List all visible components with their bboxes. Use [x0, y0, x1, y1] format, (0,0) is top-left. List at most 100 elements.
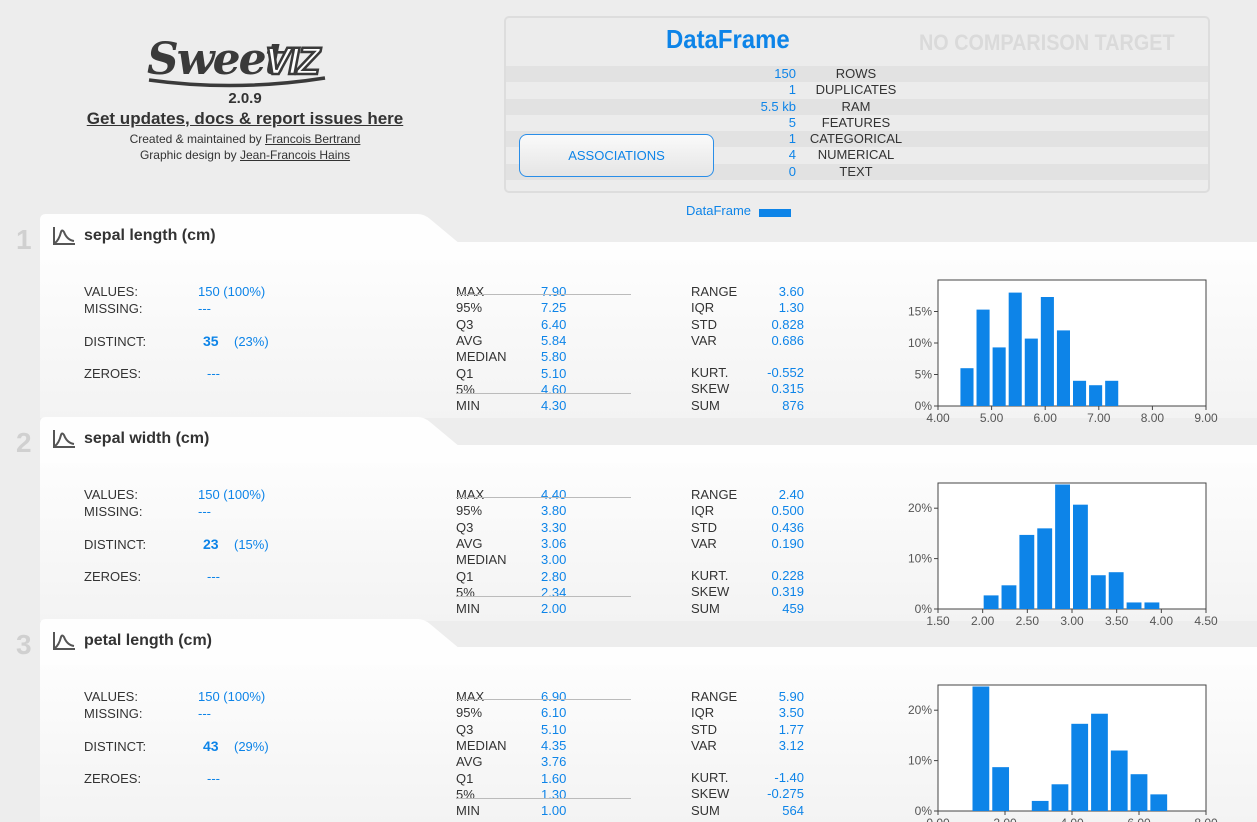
quantile-label: AVG: [456, 332, 483, 348]
sweetviz-logo-graphic: Sweet VIZ: [147, 34, 326, 88]
quantile-label: 95%: [456, 300, 483, 316]
stat-value: -0.275: [767, 786, 804, 802]
x-tick-label: 6.00: [1034, 411, 1058, 422]
x-tick-label: 3.00: [1060, 614, 1084, 625]
histogram-bar: [1024, 338, 1038, 406]
feature-name: petal length (cm): [84, 632, 213, 649]
stat-label: VAR: [691, 737, 717, 753]
quantile-divider: [456, 294, 631, 295]
distinct-label: DISTINCT:: [84, 537, 147, 552]
zeroes-value: ---: [207, 569, 220, 584]
quantile-label: Q3: [456, 519, 474, 535]
quantile-label: MAX: [456, 487, 485, 502]
y-tick-label: 0%: [915, 399, 933, 413]
quantile-value: 3.06: [541, 535, 567, 551]
feature-section: 3 petal length (cm) VALUES: 150 (100%) MISSI…: [0, 619, 1257, 822]
histogram-bar: [1108, 572, 1124, 609]
quantile-divider: [456, 497, 631, 498]
associations-button[interactable]: ASSOCIATIONS: [519, 134, 714, 177]
stat-row: VALUES:: [84, 487, 138, 502]
quantile-value: 3.80: [541, 503, 567, 519]
histogram-bar: [972, 686, 990, 811]
no-comparison-label: NO COMPARISON TARGET: [919, 30, 1175, 55]
histogram-bar: [1144, 602, 1160, 609]
quantile-value: 2.34: [541, 584, 567, 600]
histogram-bar: [1031, 800, 1049, 811]
histogram-chart: 0% 5% 10% 15% 4.00 5.00 6.00 7.00 8.00 9.00: [908, 279, 1218, 422]
summary-value: 5: [788, 114, 796, 130]
distinct-count: 43: [203, 738, 219, 754]
stat-row: MISSING:: [84, 706, 143, 721]
histogram-chart: 0% 10% 20% 1.50 2.00 2.50 3.00 3.50 4.00 4.50: [908, 482, 1218, 625]
y-tick-label: 10%: [908, 552, 932, 566]
stat-value: 0.228: [771, 568, 804, 583]
stat-label: IQR: [691, 503, 715, 519]
distinct-percent: (29%): [234, 739, 269, 754]
quantile-value: 5.84: [541, 332, 567, 348]
stat-label: SUM: [691, 397, 720, 413]
histogram-bar: [1056, 330, 1070, 406]
zeroes-label: ZEROES:: [84, 569, 142, 584]
stat-value: 3.60: [778, 284, 804, 299]
credit-design-prefix: Graphic design by: [139, 148, 240, 162]
quantile-label: 5%: [456, 381, 475, 397]
stat-value: 150 (100%): [198, 487, 266, 502]
summary-value: 1: [788, 131, 796, 147]
feature-tab-shape: [40, 619, 1257, 665]
stat-value: 0.436: [771, 519, 804, 535]
quantile-label: AVG: [456, 754, 483, 770]
quantile-value: 2.00: [541, 601, 567, 617]
stat-value: ---: [198, 301, 211, 316]
y-tick-label: 5%: [915, 368, 933, 382]
stat-value: 3.12: [778, 737, 804, 753]
stat-row: MISSING:: [84, 301, 143, 316]
updates-link[interactable]: Get updates, docs & report issues here: [86, 109, 404, 128]
stat-value: 150 (100%): [198, 284, 266, 299]
summary-value: 0: [788, 163, 796, 179]
histogram-bar: [1150, 794, 1168, 811]
histogram-bar: [1090, 575, 1106, 609]
stat-label: KURT.: [691, 770, 729, 785]
quantile-divider: [456, 699, 631, 700]
x-tick-label: 1.50: [926, 614, 950, 625]
x-tick-label: 8.00: [1141, 411, 1165, 422]
quantile-value: 3.30: [541, 519, 567, 535]
quantile-label: Q3: [456, 721, 474, 737]
histogram-bar: [1001, 585, 1017, 609]
y-tick-label: 10%: [908, 336, 932, 350]
y-tick-label: 0%: [915, 602, 933, 616]
feature-tab-shape: [40, 417, 1257, 463]
quantile-label: 5%: [456, 786, 475, 802]
quantile-value: 3.00: [541, 552, 567, 568]
quantile-divider: [456, 596, 631, 597]
summary-value: 1: [788, 82, 796, 98]
histogram-bar: [1126, 602, 1142, 609]
stat-value: -0.552: [767, 365, 804, 380]
stat-value: 1.30: [778, 300, 804, 316]
histogram-bar: [1037, 528, 1053, 609]
author-link[interactable]: Francois Bertrand: [265, 132, 361, 146]
designer-link[interactable]: Jean-Francois Hains: [240, 148, 351, 162]
x-tick-label: 2.50: [1016, 614, 1040, 625]
numeric-distribution-icon: [52, 226, 76, 246]
stat-label: STD: [691, 316, 717, 332]
quantile-divider: [456, 393, 631, 394]
feature-tab: [40, 619, 1257, 665]
svg-text:VIZ: VIZ: [265, 41, 322, 83]
x-tick-label: 4.00: [1150, 614, 1174, 625]
stat-label: RANGE: [691, 689, 738, 704]
quantile-value: 5.10: [541, 721, 567, 737]
stat-value: 0.319: [771, 584, 804, 600]
stat-row: VALUES:: [84, 689, 138, 704]
stat-value: 5.90: [778, 689, 804, 704]
stat-value: 564: [782, 802, 804, 818]
quantile-value: 3.76: [541, 754, 567, 770]
distinct-label: DISTINCT:: [84, 739, 147, 754]
stat-label: MISSING:: [84, 301, 143, 316]
stat-value: ---: [198, 504, 211, 519]
quantile-label: Q1: [456, 568, 474, 584]
histogram-bar: [983, 595, 999, 609]
stat-row: VALUES:: [84, 284, 138, 299]
legend: DataFrame: [686, 203, 792, 218]
feature-number: 3: [16, 629, 32, 660]
